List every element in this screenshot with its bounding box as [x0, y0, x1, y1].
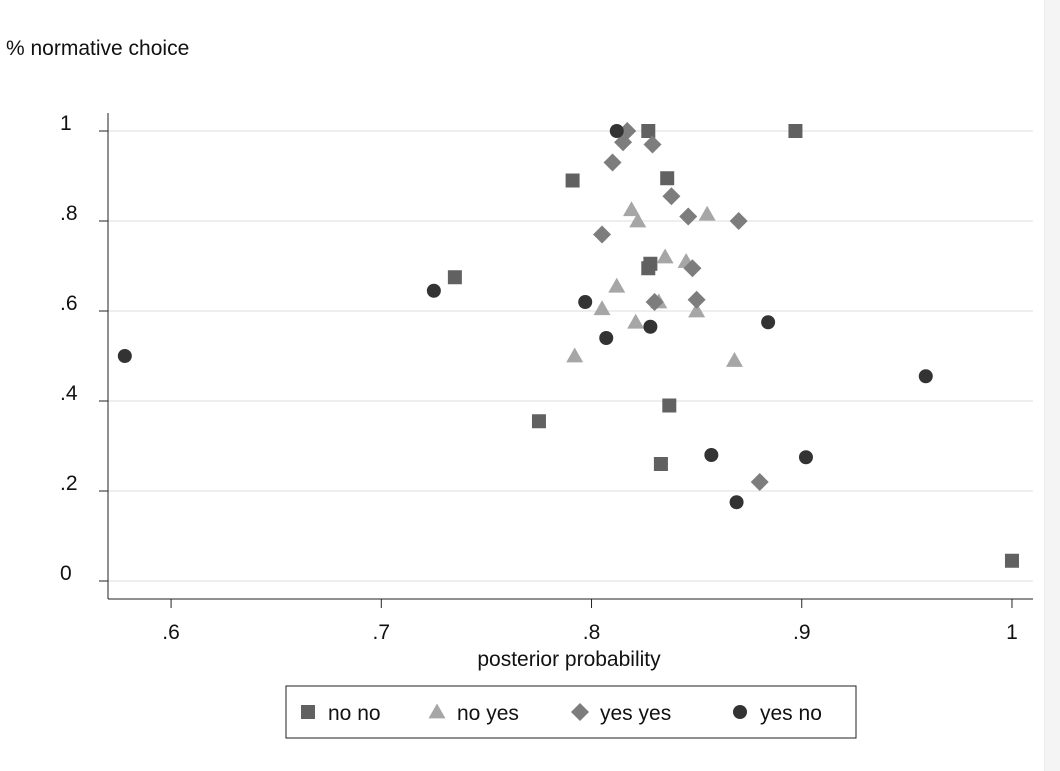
x-tick-label: .7: [373, 621, 391, 644]
data-point: [918, 369, 933, 384]
data-point: [622, 201, 640, 217]
data-point: [698, 205, 716, 221]
legend-marker-diamond: [571, 703, 589, 721]
data-point: [629, 212, 647, 228]
data-point: [618, 122, 637, 140]
right-edge-strip: [1045, 0, 1060, 771]
data-point: [798, 450, 813, 465]
data-point: [660, 171, 675, 186]
data-points: [117, 122, 1019, 568]
data-point: [725, 352, 743, 367]
legend-item: no yes: [428, 702, 519, 725]
data-point: [627, 313, 645, 329]
data-point: [645, 293, 664, 311]
series-no-yes: [566, 201, 743, 367]
data-point: [608, 277, 626, 293]
x-tick-label: .8: [583, 621, 601, 644]
data-point: [643, 319, 658, 334]
legend-label: yes yes: [600, 702, 671, 725]
legend-marker-triangle: [428, 703, 446, 719]
data-point: [729, 212, 748, 230]
legend: no no no yes yes yes yes no: [285, 685, 857, 739]
data-point: [593, 225, 612, 244]
data-point: [603, 153, 622, 172]
data-point: [578, 295, 593, 309]
data-point: [683, 259, 702, 278]
x-tick-label: .9: [793, 621, 811, 644]
data-point: [593, 300, 611, 316]
data-point: [788, 124, 803, 138]
data-point: [447, 270, 462, 285]
data-point: [662, 187, 681, 206]
data-point: [688, 302, 706, 318]
data-point: [761, 315, 776, 330]
y-tick-label: .2: [60, 472, 78, 495]
series-yes-no: [117, 124, 933, 510]
data-point: [565, 173, 580, 188]
series-no-no: [447, 124, 1019, 568]
legend-item: yes no: [733, 702, 822, 725]
data-point: [656, 248, 674, 264]
data-point: [750, 473, 769, 491]
legend-item: no no: [301, 702, 381, 725]
grid-lines: [108, 130, 1033, 582]
y-tick-label: .6: [60, 292, 78, 315]
data-point: [531, 414, 546, 429]
data-point: [117, 349, 132, 363]
y-tick-label: .8: [60, 202, 78, 225]
legend-marker-square: [301, 705, 315, 719]
legend-item: yes yes: [571, 702, 671, 725]
data-point: [704, 448, 719, 462]
data-point: [662, 398, 677, 413]
y-tick-label: 0: [60, 562, 72, 585]
data-point: [426, 283, 441, 298]
axes: 0 .2 .4 .6 .8 1 .6 .7 .8 .9 1: [60, 112, 1033, 644]
x-axis-label: posterior probability: [477, 648, 661, 671]
data-point: [679, 207, 698, 226]
data-point: [643, 256, 658, 271]
data-point: [609, 124, 624, 138]
legend-label: no yes: [457, 702, 519, 725]
legend-label: yes no: [760, 702, 822, 725]
legend-marker-circle: [733, 705, 747, 719]
data-point: [729, 495, 744, 510]
data-point: [653, 457, 668, 471]
y-axis-label: % normative choice: [6, 37, 189, 60]
x-tick-label: 1: [1006, 621, 1018, 644]
data-point: [643, 135, 662, 154]
y-tick-label: .4: [60, 382, 78, 405]
data-point: [599, 331, 614, 345]
data-point: [687, 290, 706, 309]
x-tick-label: .6: [162, 621, 180, 644]
legend-label: no no: [328, 702, 381, 725]
legend-items: no no no yes yes yes yes no: [301, 702, 822, 725]
series-yes-yes: [593, 122, 769, 491]
y-tick-label: 1: [60, 112, 72, 135]
data-point: [641, 124, 656, 138]
data-point: [566, 347, 584, 363]
data-point: [1004, 553, 1019, 568]
